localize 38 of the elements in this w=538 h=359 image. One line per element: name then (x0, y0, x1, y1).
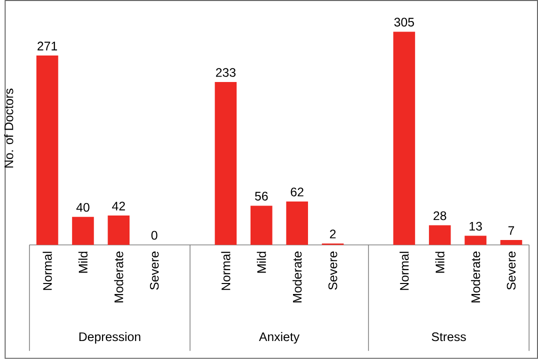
y-axis-title: No. of Doctors (4, 88, 14, 168)
text: Anxiety (258, 332, 300, 344)
data-label: 305 (394, 18, 414, 27)
bar (428, 225, 451, 245)
x-tick-label: Severe (506, 252, 516, 290)
data-label: 0 (151, 231, 158, 240)
x-tick-label: Normal (400, 252, 409, 290)
x-tick-label: Normal (42, 252, 52, 290)
bar (72, 216, 94, 245)
x-tick-label: Mild (435, 252, 444, 273)
data-label: 40 (76, 203, 90, 212)
x-tick-label: Normal (221, 252, 230, 290)
bar (500, 240, 522, 245)
bar (36, 56, 58, 245)
data-label: 7 (508, 226, 514, 235)
data-label: 28 (434, 211, 446, 220)
data-label: 42 (112, 202, 125, 210)
data-label: 56 (255, 192, 268, 201)
bar (250, 206, 272, 245)
bar (286, 202, 308, 245)
x-tick-label: Mild (256, 252, 266, 273)
x-tick-label: Severe (328, 252, 338, 290)
x-tick-label: Mild (78, 252, 88, 273)
x-tick-label: Moderate (114, 252, 124, 302)
data-label: 233 (216, 68, 236, 77)
bar (393, 32, 416, 245)
data-label: 2 (330, 230, 336, 238)
text: Depression (79, 332, 140, 344)
x-tick-label: Severe (150, 252, 159, 290)
bar (214, 82, 237, 245)
bar (464, 236, 486, 245)
x-tick-label: Moderate (470, 252, 480, 302)
data-label: 271 (38, 42, 58, 50)
text: Stress (432, 332, 466, 342)
data-label: 62 (290, 188, 304, 196)
data-label: 13 (470, 222, 482, 231)
bar (108, 216, 130, 245)
x-tick-label: Moderate (292, 252, 302, 302)
